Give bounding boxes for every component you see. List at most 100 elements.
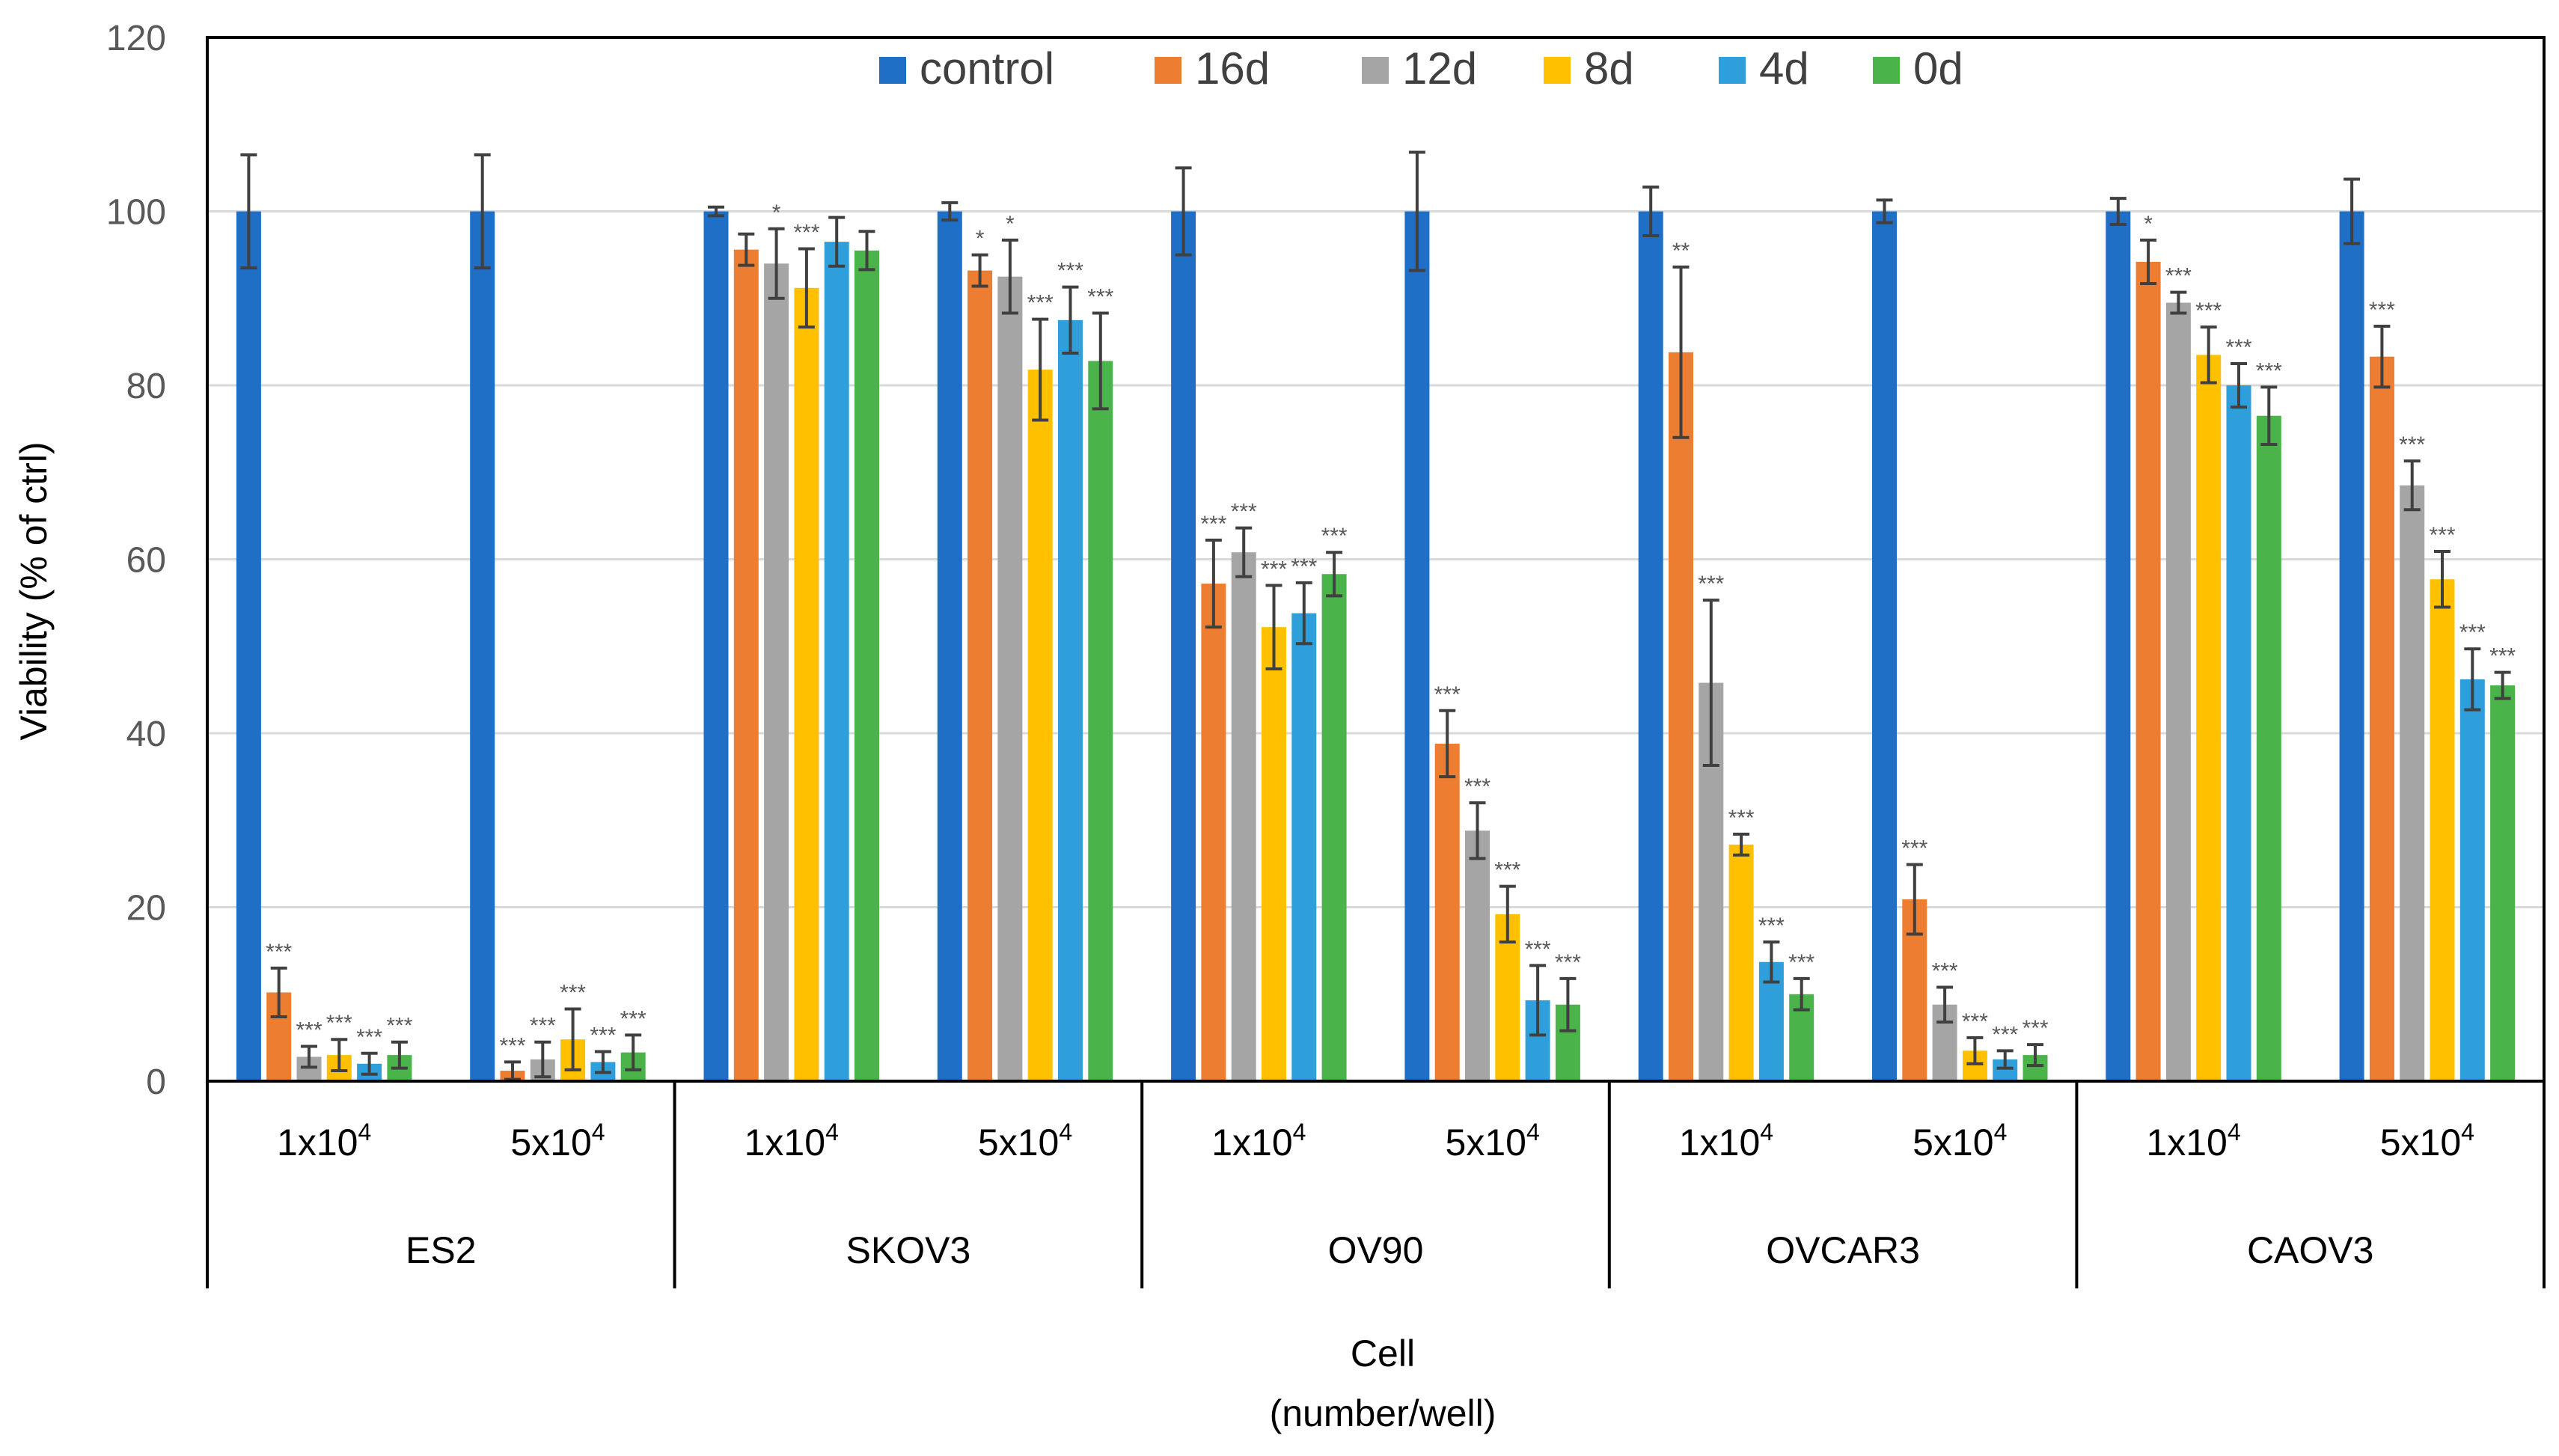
bar <box>997 276 1023 1081</box>
significance-marker: *** <box>1555 950 1581 975</box>
error-bars <box>240 150 2511 1081</box>
bar <box>2196 355 2222 1081</box>
cell-line-label: SKOV3 <box>846 1229 971 1271</box>
bar <box>1201 584 1226 1081</box>
significance-marker: *** <box>1027 291 1054 316</box>
significance-marker: *** <box>1087 285 1113 310</box>
significance-marker: *** <box>1057 259 1083 284</box>
significance-marker: *** <box>530 1014 556 1039</box>
significance-marker: *** <box>1728 806 1755 831</box>
significance-marker: *** <box>1788 950 1814 975</box>
significance-marker: *** <box>2225 335 2251 360</box>
legend-label: 12d <box>1402 43 1477 94</box>
significance-marker: *** <box>2459 620 2486 645</box>
plot-border <box>206 36 2546 1083</box>
y-axis-title: Viability (% of ctrl) <box>13 441 55 740</box>
density-label: 5x104 <box>978 1119 1072 1163</box>
significance-marker: *** <box>1992 1022 2018 1047</box>
bar <box>794 287 819 1081</box>
density-label: 1x104 <box>277 1119 371 1163</box>
significance-marker: *** <box>2256 358 2282 383</box>
bar <box>236 211 261 1081</box>
significance-marker: * <box>772 201 781 225</box>
significance-marker: *** <box>1962 1009 1988 1034</box>
bar <box>2430 579 2455 1081</box>
bar <box>1669 352 1693 1081</box>
significance-marker: *** <box>499 1033 525 1058</box>
density-label: 1x104 <box>1679 1119 1773 1163</box>
bar <box>1291 613 1317 1081</box>
bar <box>470 211 495 1081</box>
legend-swatch <box>1155 57 1181 84</box>
significance-marker: *** <box>1231 500 1257 524</box>
significance-marker: *** <box>1494 858 1520 883</box>
y-tick-label: 80 <box>126 367 166 406</box>
significance-marker: *** <box>2429 523 2455 548</box>
y-tick-label: 100 <box>106 193 166 233</box>
legend-swatch <box>1544 57 1571 84</box>
density-label: 5x104 <box>1913 1119 2007 1163</box>
bar <box>937 211 962 1081</box>
bar <box>2400 485 2425 1081</box>
bar <box>2256 415 2281 1081</box>
legend-swatch <box>1719 57 1746 84</box>
legend-label: 8d <box>1584 43 1634 94</box>
bar <box>1728 844 1754 1081</box>
significance-marker: *** <box>620 1006 646 1031</box>
bar <box>703 211 729 1081</box>
bar <box>1434 743 1460 1081</box>
category-labels: ES2 1x104 5x104 SKOV3 1x104 5x104 OV90 1x104 5x1… <box>206 1081 2546 1288</box>
bar <box>2339 211 2364 1081</box>
significance-marker: *** <box>1901 836 1927 861</box>
y-tick-labels: 0 20 40 60 80 100 120 <box>106 19 166 1102</box>
significance-marker: *** <box>1758 914 1785 938</box>
y-tick-label: 40 <box>126 715 166 754</box>
y-tick-label: 0 <box>146 1062 166 1102</box>
significance-marker: *** <box>2195 299 2222 323</box>
bar <box>2135 261 2161 1081</box>
y-tick-label: 120 <box>106 19 166 58</box>
significance-marker: *** <box>1698 572 1724 596</box>
cell-line-label: OV90 <box>1328 1229 1424 1271</box>
cell-line-label: OVCAR3 <box>1766 1229 1920 1271</box>
significance-marker: *** <box>1525 937 1551 961</box>
bar <box>1058 319 1083 1081</box>
significance-marker: *** <box>1932 958 1958 983</box>
bar <box>2459 679 2485 1081</box>
legend-swatch <box>879 57 906 84</box>
significance-marker: *** <box>266 940 292 964</box>
density-label: 1x104 <box>745 1119 839 1163</box>
significance-marker: *** <box>2489 644 2516 669</box>
significance-marker: *** <box>296 1018 322 1043</box>
bar <box>1465 831 1490 1081</box>
legend-swatch <box>1873 57 1900 84</box>
bar <box>1321 574 1347 1081</box>
bar <box>1404 211 1430 1081</box>
significance-marker: *** <box>2369 298 2395 322</box>
density-label: 1x104 <box>1211 1119 1306 1163</box>
significance-marker: *** <box>1291 554 1317 579</box>
bar <box>1171 211 1196 1081</box>
significance-marker: *** <box>1261 557 1287 581</box>
legend-swatch <box>1362 57 1389 84</box>
bar <box>824 242 849 1081</box>
legend-label: 4d <box>1759 43 1809 94</box>
bars <box>236 211 2516 1081</box>
legend-label: 16d <box>1195 43 1270 94</box>
density-label: 1x104 <box>2146 1119 2240 1163</box>
bar <box>2106 211 2131 1081</box>
bar <box>854 250 879 1081</box>
significance-marker: *** <box>1321 524 1348 548</box>
significance-marker: *** <box>356 1025 382 1050</box>
x-axis-title-line2: (number/well) <box>1270 1392 1496 1434</box>
significance-marker: *** <box>590 1023 616 1047</box>
significance-marker: *** <box>2165 264 2192 289</box>
cell-line-label: CAOV3 <box>2247 1229 2374 1271</box>
significance-marker: *** <box>386 1014 412 1039</box>
significance-marker: *** <box>1464 774 1491 799</box>
legend: control 16d 12d 8d 4d 0d <box>879 43 1963 94</box>
density-label: 5x104 <box>510 1119 605 1163</box>
significance-marker: *** <box>1200 512 1226 536</box>
bar <box>2226 385 2251 1081</box>
